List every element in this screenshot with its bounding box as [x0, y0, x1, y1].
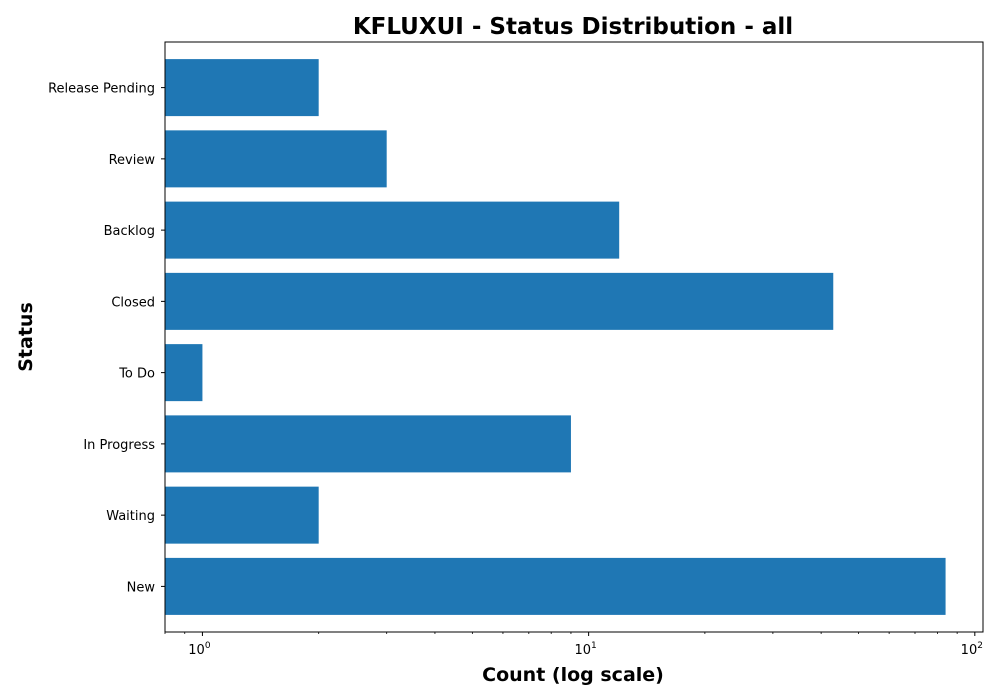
- chart-title: KFLUXUI - Status Distribution - all: [353, 14, 793, 40]
- y-tick-label: Waiting: [106, 509, 155, 524]
- y-tick-label: Release Pending: [48, 82, 155, 97]
- x-tick-label: 102: [961, 641, 983, 658]
- x-tick-label: 101: [574, 641, 596, 658]
- bar-backlog: [165, 201, 620, 259]
- bar-closed: [165, 272, 834, 330]
- x-tick-label: 100: [188, 641, 211, 658]
- y-tick-label: In Progress: [83, 438, 155, 453]
- bar-to-do: [165, 344, 203, 402]
- bar-in-progress: [165, 415, 571, 473]
- y-tick-label: Backlog: [104, 224, 155, 239]
- y-tick-label: To Do: [118, 367, 155, 382]
- bars-group: [165, 59, 946, 615]
- bar-release-pending: [165, 59, 319, 117]
- bar-waiting: [165, 486, 319, 544]
- y-tick-label: Closed: [111, 295, 155, 310]
- x-axis-label: Count (log scale): [482, 664, 664, 686]
- y-tick-label: Review: [109, 153, 156, 168]
- y-tick-label: New: [127, 580, 156, 595]
- bar-new: [165, 557, 946, 615]
- plot-frame: [164, 41, 984, 633]
- x-axis-ticks: 100 101 102: [164, 632, 983, 658]
- y-axis-label: Status: [15, 302, 37, 372]
- y-axis-ticks: New Waiting In Progress To Do Closed Backlog R…: [48, 82, 165, 595]
- bar-review: [165, 130, 387, 188]
